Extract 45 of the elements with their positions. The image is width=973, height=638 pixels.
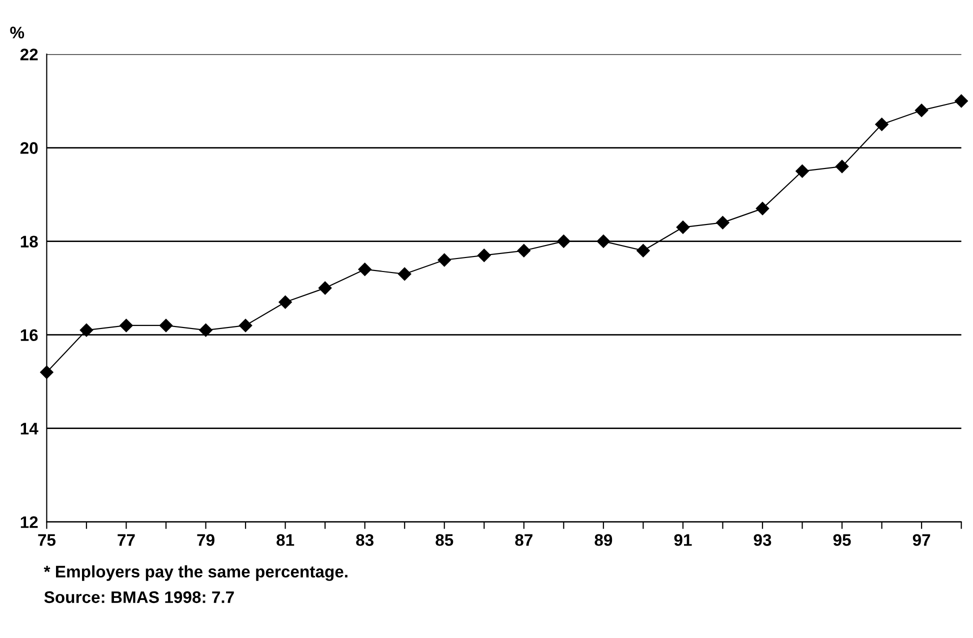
y-tick-label: 12 <box>20 516 38 528</box>
x-tick-label: 87 <box>515 534 532 546</box>
point <box>756 202 770 216</box>
text: * Employers pay the same percentage. <box>44 565 348 581</box>
point <box>438 253 451 267</box>
point <box>398 267 412 281</box>
y-tick-label: 16 <box>20 329 38 342</box>
point <box>159 318 173 332</box>
point <box>80 324 94 337</box>
point <box>596 234 610 248</box>
point <box>835 160 849 174</box>
point <box>636 244 650 258</box>
x-tick-label: 75 <box>38 534 56 546</box>
x-tick-label: 85 <box>436 534 454 546</box>
x-tick-label: 97 <box>912 534 930 546</box>
point <box>358 262 372 276</box>
x-tick-label: 89 <box>594 534 612 546</box>
y-tick-label: 14 <box>20 422 38 434</box>
x-tick-label: 95 <box>833 534 851 546</box>
x-tick-label: 91 <box>674 534 692 546</box>
point <box>676 220 690 234</box>
point <box>557 234 570 248</box>
point <box>478 248 491 262</box>
source-note: Source: BMAS 1998: 7.7 <box>44 591 234 604</box>
y-tick-label: 22 <box>20 48 38 60</box>
point <box>199 324 212 337</box>
point <box>238 318 252 332</box>
point <box>716 216 730 230</box>
x-tick-label: 77 <box>118 534 135 546</box>
point <box>40 366 54 379</box>
y-tick-label: 20 <box>20 142 38 154</box>
point <box>796 164 809 178</box>
point <box>517 244 530 258</box>
point <box>120 318 133 332</box>
x-tick-label: 81 <box>276 534 294 546</box>
x-tick-label: 93 <box>754 534 772 546</box>
y-tick-label: 18 <box>20 236 38 248</box>
point <box>278 296 292 309</box>
point <box>318 281 332 295</box>
point <box>954 94 968 108</box>
x-tick-label: 83 <box>356 534 374 546</box>
point <box>875 118 888 131</box>
point <box>914 104 928 117</box>
x-tick-label: 79 <box>197 534 214 546</box>
y-axis-title: % <box>10 26 24 38</box>
